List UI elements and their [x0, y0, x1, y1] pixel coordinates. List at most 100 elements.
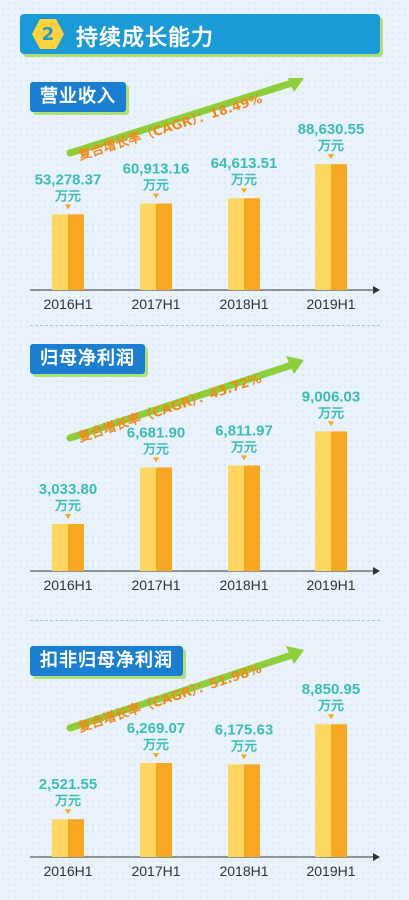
data-label: 6,175.63	[215, 721, 273, 738]
bar-right-half	[156, 467, 172, 571]
bar-right-half	[244, 465, 260, 571]
value-pointer	[65, 513, 71, 519]
growth-arrow-shaft	[66, 651, 296, 732]
net-profit-chart-section: 复合增长率（CAGR）：43.72% 3,033.80 万元 2016H1 6,681.…	[0, 338, 409, 598]
x-tick-label: 2016H1	[43, 863, 92, 879]
value-pointer	[241, 455, 247, 461]
data-label-unit: 万元	[317, 139, 344, 154]
x-axis-arrow	[373, 286, 380, 294]
data-label-unit: 万元	[54, 794, 81, 809]
bar-left-half	[52, 214, 68, 290]
value-pointer	[241, 754, 247, 760]
x-tick-label: 2016H1	[43, 577, 92, 593]
data-label: 2,521.55	[39, 776, 97, 793]
adjusted-net-profit-chart-section: 复合增长率（CAGR）：51.98% 2,521.55 万元 2016H1 6,269.…	[0, 640, 409, 900]
data-label: 88,630.55	[298, 121, 365, 138]
x-tick-label: 2016H1	[43, 296, 92, 312]
bar-right-half	[68, 214, 84, 290]
bar-left-half	[315, 724, 331, 857]
x-tick-label: 2019H1	[306, 577, 355, 593]
value-pointer	[328, 421, 334, 427]
data-label-unit: 万元	[142, 738, 169, 753]
value-pointer	[241, 188, 247, 194]
bar-chart: 复合增长率（CAGR）：18.49%53,278.37万元2016H160,91…	[30, 78, 380, 312]
bar-right-half	[331, 431, 347, 571]
data-label-unit: 万元	[317, 406, 344, 421]
x-axis-arrow	[373, 853, 380, 861]
data-label-unit: 万元	[142, 179, 169, 194]
growth-arrow-shaft	[66, 361, 296, 442]
x-tick-label: 2019H1	[306, 863, 355, 879]
data-label: 6,681.90	[127, 424, 185, 441]
data-label: 6,811.97	[215, 422, 273, 439]
growth-arrow-head	[286, 646, 304, 664]
bar-right-half	[244, 764, 260, 857]
section-divider	[30, 325, 380, 326]
bar-chart: 复合增长率（CAGR）：43.72%3,033.80万元2016H16,681.…	[30, 356, 380, 593]
data-label: 6,269.07	[127, 720, 185, 737]
x-tick-label: 2019H1	[306, 296, 355, 312]
chart-title: 扣非归母净利润	[30, 646, 183, 676]
bar-left-half	[140, 467, 156, 571]
value-pointer	[328, 714, 334, 720]
data-label: 60,913.16	[123, 161, 190, 178]
data-label: 9,006.03	[302, 388, 360, 405]
data-label-unit: 万元	[230, 440, 257, 455]
value-pointer	[65, 809, 71, 815]
x-tick-label: 2017H1	[131, 577, 180, 593]
data-label-unit: 万元	[317, 699, 344, 714]
value-pointer	[65, 204, 71, 210]
x-tick-label: 2017H1	[131, 296, 180, 312]
data-label-unit: 万元	[54, 499, 81, 514]
bar-right-half	[156, 762, 172, 857]
bar-left-half	[140, 203, 156, 290]
section-header: 2 持续成长能力	[20, 14, 380, 54]
data-label-unit: 万元	[230, 739, 257, 754]
data-label: 8,850.95	[302, 681, 360, 698]
bar-left-half	[315, 431, 331, 571]
bar-left-half	[228, 198, 244, 290]
bar-left-half	[52, 819, 68, 857]
bar-left-half	[228, 465, 244, 571]
data-label: 53,278.37	[35, 171, 102, 188]
bar-left-half	[228, 764, 244, 857]
bar-chart: 复合增长率（CAGR）：51.98%2,521.55万元2016H16,269.…	[30, 646, 380, 879]
growth-arrow-head	[286, 356, 304, 374]
bar-left-half	[315, 164, 331, 290]
value-pointer	[153, 193, 159, 199]
bar-right-half	[68, 523, 84, 571]
x-tick-label: 2018H1	[219, 577, 268, 593]
chart-title: 归母净利润	[30, 344, 145, 374]
data-label-unit: 万元	[54, 189, 81, 204]
value-pointer	[153, 752, 159, 758]
data-label: 3,033.80	[39, 481, 97, 498]
data-label: 64,613.51	[211, 155, 278, 172]
bar-right-half	[331, 724, 347, 857]
bar-right-half	[68, 819, 84, 857]
bar-left-half	[140, 762, 156, 857]
bar-right-half	[244, 198, 260, 290]
bar-left-half	[52, 523, 68, 571]
chart-title: 营业收入	[30, 82, 126, 112]
x-axis-arrow	[373, 567, 380, 575]
section-divider	[30, 620, 380, 621]
data-label-unit: 万元	[142, 442, 169, 457]
x-tick-label: 2017H1	[131, 863, 180, 879]
bar-right-half	[156, 203, 172, 290]
x-tick-label: 2018H1	[219, 296, 268, 312]
revenue-chart-section: 复合增长率（CAGR）：18.49% 53,278.37 万元 2016H1 60,91…	[0, 78, 409, 318]
growth-arrow-head	[287, 78, 304, 92]
growth-arrow-shaft	[66, 79, 296, 157]
x-tick-label: 2018H1	[219, 863, 268, 879]
